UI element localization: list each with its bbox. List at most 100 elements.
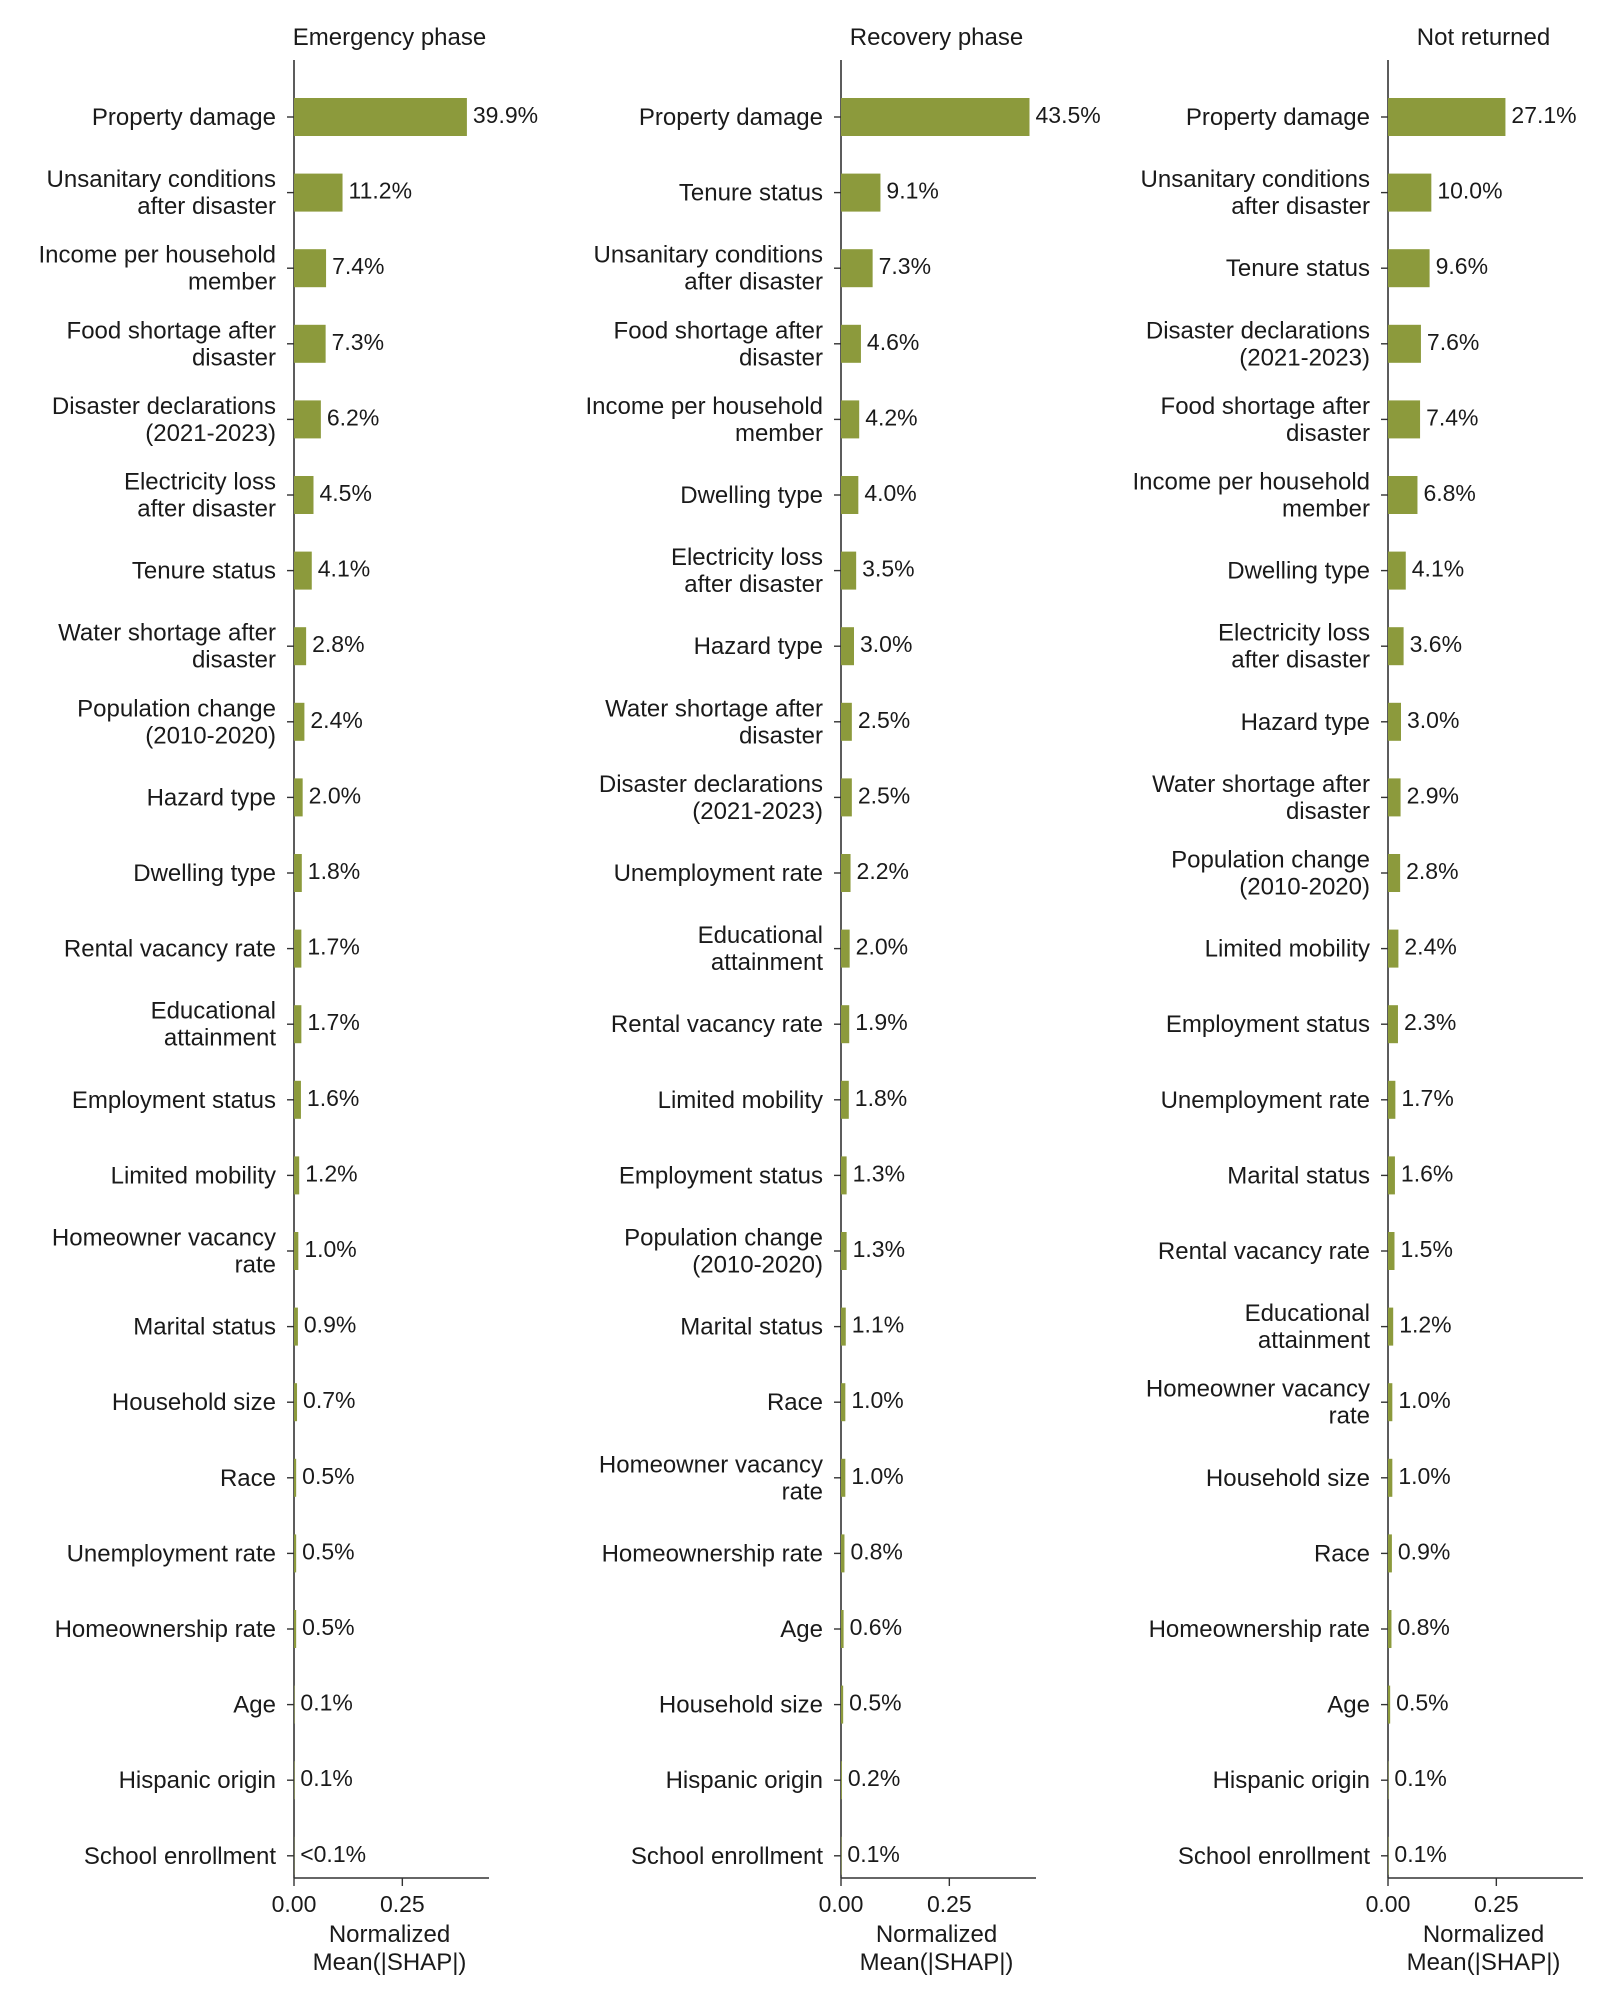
bar: [294, 98, 467, 136]
category-label: Disaster declarations (2021-2023): [52, 393, 276, 447]
value-label: 0.5%: [1396, 1690, 1448, 1716]
panel-2: Recovery phase Property damage 43.5% Tenure…: [586, 24, 1101, 1976]
bar: [294, 551, 312, 590]
bar: [294, 929, 302, 968]
bar: [1388, 1383, 1393, 1422]
bar: [294, 854, 302, 892]
category-label: Unsanitary conditions after disaster: [47, 166, 276, 220]
bar: [294, 173, 343, 212]
category-label: Unemployment rate: [1161, 1087, 1370, 1114]
category-label: Household size: [659, 1692, 823, 1719]
bar: [841, 98, 1030, 136]
value-label: 0.2%: [848, 1765, 900, 1791]
value-label: 1.8%: [855, 1085, 907, 1111]
category-label: Marital status: [133, 1314, 276, 1341]
category-label: Rental vacancy rate: [611, 1011, 823, 1038]
value-label: 0.5%: [302, 1538, 354, 1564]
value-label: 0.8%: [850, 1538, 902, 1564]
value-label: 3.5%: [862, 556, 914, 582]
panel-title: Recovery phase: [850, 24, 1023, 51]
value-label: 0.1%: [1394, 1765, 1446, 1791]
category-label: Age: [1327, 1692, 1370, 1719]
panel-title: Not returned: [1417, 24, 1550, 51]
bar: [1388, 1458, 1393, 1497]
category-label: Dwelling type: [133, 860, 276, 887]
category-label: Dwelling type: [1227, 558, 1370, 585]
value-label: 6.2%: [327, 404, 379, 430]
category-label: School enrollment: [631, 1843, 823, 1870]
category-label: Unsanitary conditions after disaster: [594, 242, 823, 296]
category-label: School enrollment: [84, 1843, 276, 1870]
value-label: 11.2%: [349, 178, 413, 204]
category-label: Age: [780, 1616, 823, 1643]
value-label: 1.9%: [855, 1009, 907, 1035]
value-label: 2.8%: [312, 631, 364, 657]
bar: [1388, 778, 1401, 817]
category-label: Property damage: [92, 104, 276, 131]
bar: [1388, 98, 1506, 136]
bar: [294, 1383, 298, 1422]
bar: [1388, 1232, 1395, 1270]
category-label: Homeowner vacancy rate: [52, 1225, 276, 1279]
value-label: 3.0%: [1407, 707, 1459, 733]
category-label: Electricity loss after disaster: [124, 469, 276, 523]
category-label: Property damage: [1186, 104, 1370, 131]
value-label: 7.6%: [1427, 329, 1479, 355]
x-tick-label: 0.25: [380, 1891, 425, 1917]
value-label: 4.5%: [320, 480, 372, 506]
x-tick-label: 0.00: [1366, 1891, 1411, 1917]
bar: [1388, 702, 1401, 741]
bar: [1388, 1610, 1392, 1648]
bar: [1388, 1156, 1395, 1195]
value-label: 4.2%: [865, 404, 917, 430]
panel-title: Emergency phase: [293, 24, 486, 51]
bar: [294, 1458, 297, 1497]
value-label: 43.5%: [1036, 102, 1101, 128]
category-label: School enrollment: [1178, 1843, 1370, 1870]
value-label: 2.0%: [309, 782, 361, 808]
bar: [841, 173, 881, 212]
category-label: Property damage: [639, 104, 823, 131]
value-label: 2.5%: [858, 782, 910, 808]
value-label: 3.6%: [1410, 631, 1462, 657]
value-label: 1.0%: [304, 1236, 356, 1262]
x-axis-label: Normalized Mean(|SHAP|): [313, 1921, 467, 1976]
value-label: 6.8%: [1423, 480, 1475, 506]
bar: [1388, 400, 1421, 439]
bar: [294, 702, 305, 741]
category-label: Unemployment rate: [67, 1540, 276, 1567]
category-label: Homeowner vacancy rate: [1146, 1376, 1370, 1430]
value-label: 1.0%: [1398, 1387, 1450, 1413]
bar: [841, 1610, 844, 1648]
bar: [841, 854, 851, 892]
value-label: 2.4%: [1404, 934, 1456, 960]
value-label: 1.0%: [851, 1463, 903, 1489]
category-label: Homeownership rate: [602, 1540, 823, 1567]
bar: [294, 1232, 299, 1270]
category-label: Disaster declarations (2021-2023): [599, 771, 823, 825]
category-label: Tenure status: [1226, 255, 1370, 282]
value-label: 1.6%: [307, 1085, 359, 1111]
bar: [1388, 854, 1401, 892]
category-label: Unsanitary conditions after disaster: [1141, 166, 1370, 220]
bar: [841, 476, 859, 514]
category-label: Population change (2010-2020): [1171, 847, 1370, 901]
bar: [294, 1080, 301, 1119]
bar: [841, 1458, 846, 1497]
category-label: Water shortage after disaster: [605, 695, 823, 749]
value-label: 0.9%: [1398, 1538, 1450, 1564]
bar: [841, 1534, 845, 1573]
value-label: 0.6%: [850, 1614, 902, 1640]
bar: [294, 324, 326, 363]
value-label: 1.0%: [851, 1387, 903, 1413]
value-label: 4.1%: [318, 556, 370, 582]
x-tick-label: 0.25: [1474, 1891, 1519, 1917]
category-label: Employment status: [72, 1087, 276, 1114]
bar: [294, 476, 314, 514]
bar: [294, 1156, 300, 1195]
bar: [1388, 929, 1399, 968]
category-label: Homeownership rate: [55, 1616, 276, 1643]
value-label: 1.5%: [1401, 1236, 1453, 1262]
category-label: Unemployment rate: [614, 860, 823, 887]
bar: [841, 627, 854, 666]
